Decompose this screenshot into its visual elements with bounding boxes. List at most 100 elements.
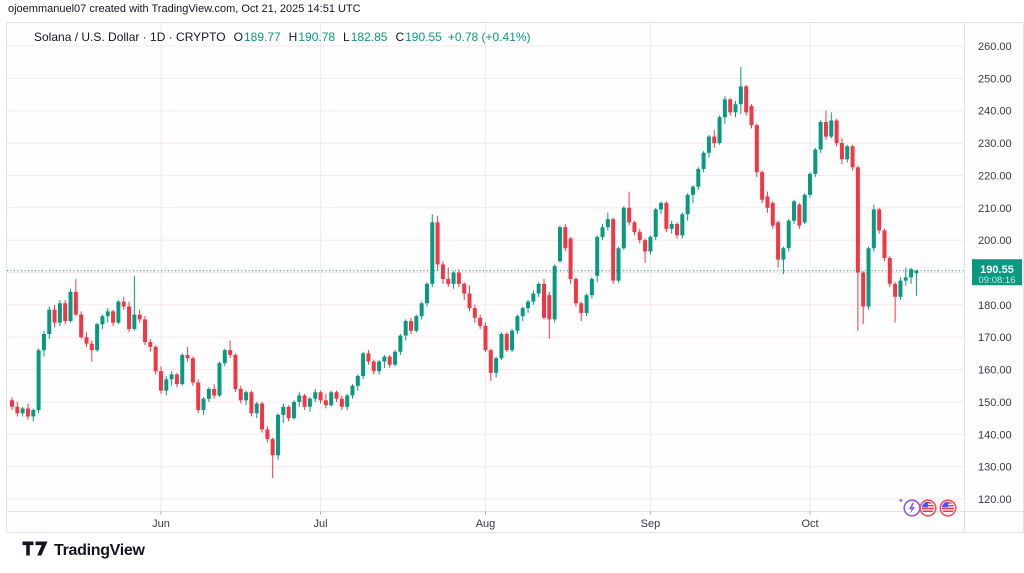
candle [355,374,360,391]
tradingview-logo-icon[interactable] [22,541,48,561]
candle [174,372,179,388]
candle-body [478,317,483,326]
candle-body [339,398,344,407]
candle-body [79,314,84,338]
price-axis[interactable]: 260.00 250.00 240.00 230.00 220.00 210.00 200.… [978,41,1012,506]
candle [839,138,844,165]
candlestick-chart[interactable]: 260.00 250.00 240.00 230.00 220.00 210.00 200.… [7,23,1023,532]
candle-body [664,202,669,229]
candle [685,193,690,221]
candle [488,348,493,381]
candle-body [738,86,743,105]
candle [158,366,163,394]
candle [760,170,765,203]
candle-body [10,400,14,407]
candle-body [675,223,679,236]
price-axis-label: 260.00 [978,41,1012,53]
candle [148,338,153,352]
candle [84,332,89,347]
candle-body [797,204,802,226]
candle-body [440,264,445,279]
candle [185,346,190,362]
candle-body [808,173,812,195]
candle-body [185,355,190,359]
candle-body [733,104,738,113]
candle-body [882,230,887,258]
candle-body [424,283,429,304]
candle-body [504,333,509,351]
candle [302,393,307,411]
candle [254,401,259,419]
price-axis-label: 130.00 [978,462,1012,474]
candle-body [520,308,525,317]
candle-body [717,117,722,144]
chart-legend: Solana / U.S. Dollar · 1D · CRYPTO O189.7… [34,30,531,44]
candle [121,296,126,310]
price-axis-label: 230.00 [978,138,1012,150]
candle [212,384,217,399]
candle-body [238,388,243,401]
candle-body [499,333,504,359]
candle [765,191,770,213]
candle-body [871,209,876,249]
candle-body [313,392,318,399]
candle [63,300,68,325]
open-label: O [233,30,243,44]
candle-body [414,316,419,331]
candle [435,215,440,271]
candle-body [861,272,866,307]
candle [164,376,169,396]
candle [297,392,302,407]
candle [675,222,679,239]
candle-body [792,201,797,221]
candle-body [696,168,701,187]
candle-body [164,379,169,391]
candle [680,212,685,239]
time-axis[interactable]: Jun Jul Aug Sep Oct [152,511,819,530]
candle-body [781,248,786,260]
candle-body [760,172,765,200]
candle-body [361,353,366,377]
symbol-title[interactable]: Solana / U.S. Dollar · 1D · CRYPTO [34,30,226,44]
candle-body [41,333,46,351]
candle [217,361,222,398]
candle-body [637,232,642,241]
candle-body [685,194,690,215]
candle-body [749,105,754,126]
candle [861,270,866,325]
us-flag-reaction-icon[interactable] [919,499,937,517]
candle [95,322,100,352]
price-axis-label: 170.00 [978,332,1012,344]
candle [643,238,648,263]
candle-body [728,99,733,113]
candle-body [73,291,78,315]
price-axis-label: 140.00 [978,429,1012,441]
price-axis-label: 240.00 [978,106,1012,118]
candle-body [829,120,834,137]
candle [808,172,812,199]
candle-body [600,227,605,237]
candle [47,306,52,339]
candle-body [605,219,610,228]
us-flag-reaction-icon[interactable] [939,499,957,517]
candle [472,304,477,323]
candle [850,144,855,171]
candle [196,379,201,414]
candle [903,267,908,286]
candle [409,317,413,334]
price-axis-label: 150.00 [978,397,1012,409]
tradingview-logo-text[interactable]: TradingView [54,542,145,559]
candle [228,340,233,359]
price-axis-label: 120.00 [978,494,1012,506]
candle-body [552,266,557,320]
time-axis-label: Oct [801,518,818,530]
candle [866,246,871,310]
candle-body [217,363,222,396]
candle [377,359,382,375]
candle-body [297,395,302,402]
candle-body [483,325,488,351]
candle [637,228,642,244]
candle-body [111,311,116,323]
candle [882,228,887,262]
candle [334,390,339,402]
